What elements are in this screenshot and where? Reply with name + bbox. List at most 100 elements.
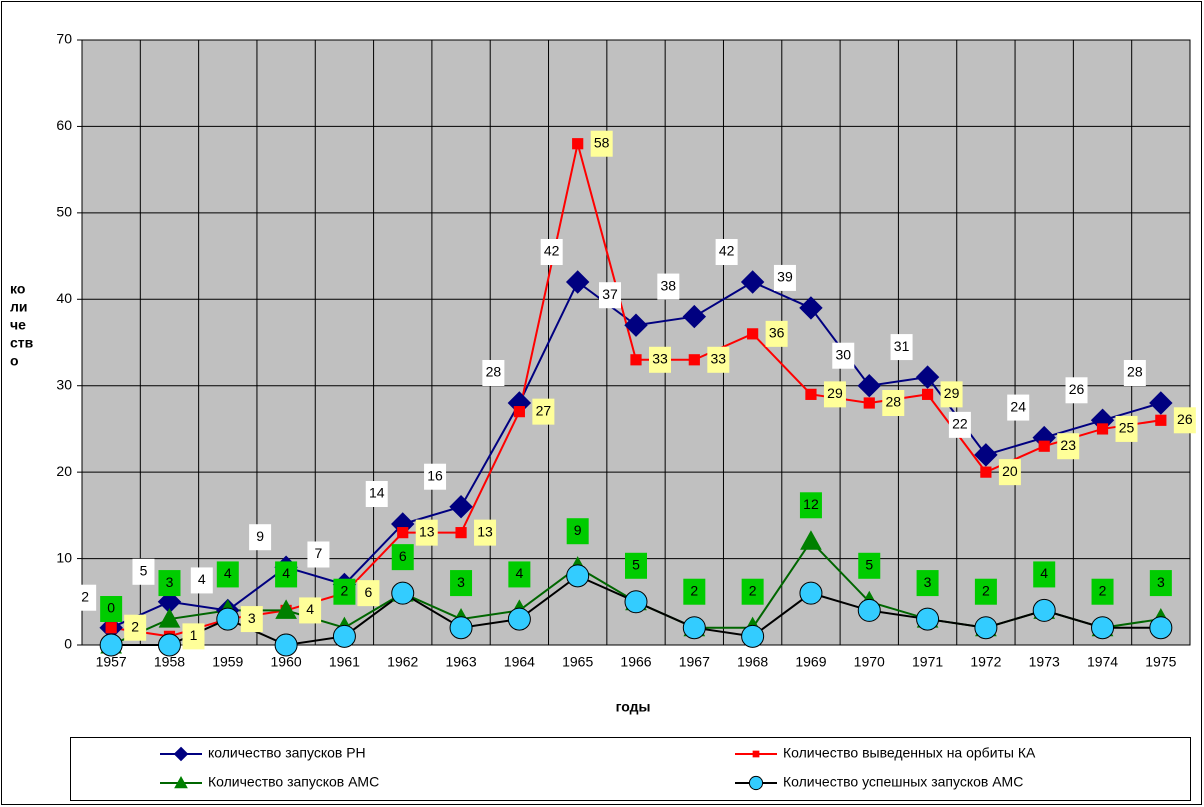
y-axis-label: че bbox=[10, 317, 26, 333]
marker bbox=[216, 607, 240, 631]
data-label-box bbox=[124, 614, 147, 641]
x-tick-label: 1960 bbox=[271, 654, 302, 670]
x-tick-label: 1961 bbox=[329, 654, 360, 670]
data-label: 23 bbox=[1060, 437, 1076, 453]
marker bbox=[1149, 616, 1173, 640]
marker bbox=[566, 564, 590, 588]
y-axis-label: ко bbox=[10, 281, 25, 297]
marker bbox=[274, 633, 298, 657]
data-label: 3 bbox=[1157, 574, 1165, 590]
data-label-box bbox=[599, 282, 621, 309]
x-tick-label: 1967 bbox=[679, 654, 710, 670]
marker bbox=[449, 495, 473, 519]
data-label-box bbox=[890, 334, 913, 361]
data-label: 14 bbox=[369, 485, 385, 501]
data-label: 5 bbox=[140, 562, 148, 578]
legend-box bbox=[70, 737, 1191, 801]
marker bbox=[857, 374, 881, 398]
x-tick-label: 1970 bbox=[854, 654, 885, 670]
data-label-box bbox=[707, 346, 730, 373]
marker bbox=[455, 527, 467, 539]
x-tick-label: 1972 bbox=[970, 654, 1001, 670]
marker bbox=[507, 607, 531, 631]
y-tick-label: 70 bbox=[56, 31, 72, 47]
data-label-box bbox=[1149, 570, 1172, 597]
data-label-box bbox=[182, 623, 205, 650]
marker bbox=[624, 590, 648, 614]
marker bbox=[688, 354, 700, 366]
data-label: 20 bbox=[1002, 463, 1018, 479]
data-label: 58 bbox=[594, 134, 610, 150]
data-label-box bbox=[1057, 433, 1080, 460]
data-label: 24 bbox=[1010, 398, 1026, 414]
data-label: 9 bbox=[256, 528, 264, 544]
y-axis-label: ли bbox=[10, 299, 28, 315]
data-label-box bbox=[998, 459, 1021, 486]
data-label: 28 bbox=[486, 364, 502, 380]
x-tick-label: 1958 bbox=[154, 654, 185, 670]
y-tick-label: 0 bbox=[64, 636, 72, 652]
data-label: 4 bbox=[515, 565, 523, 581]
data-label: 2 bbox=[81, 588, 89, 604]
data-label: 26 bbox=[1069, 381, 1085, 397]
data-label: 2 bbox=[982, 582, 990, 598]
data-label-box bbox=[832, 342, 855, 369]
data-label: 3 bbox=[457, 574, 465, 590]
marker bbox=[800, 530, 822, 550]
data-label: 38 bbox=[661, 277, 677, 293]
marker bbox=[275, 599, 297, 619]
data-label: 28 bbox=[885, 394, 901, 410]
data-label: 36 bbox=[769, 325, 785, 341]
marker bbox=[1038, 440, 1050, 452]
data-label: 4 bbox=[198, 571, 206, 587]
marker bbox=[630, 354, 642, 366]
data-label: 2 bbox=[749, 582, 757, 598]
data-label-box bbox=[450, 570, 473, 597]
marker bbox=[682, 304, 707, 329]
data-label: 42 bbox=[544, 243, 560, 259]
data-label-box bbox=[715, 239, 738, 265]
marker bbox=[1091, 616, 1115, 640]
data-label-box bbox=[948, 411, 971, 438]
data-label-box bbox=[299, 597, 322, 624]
marker bbox=[397, 527, 409, 539]
data-label: 16 bbox=[427, 467, 443, 483]
y-tick-label: 60 bbox=[56, 117, 72, 133]
data-label: 7 bbox=[315, 545, 323, 561]
data-label-box bbox=[1065, 377, 1088, 404]
marker bbox=[449, 616, 473, 640]
data-label: 9 bbox=[574, 522, 582, 538]
marker bbox=[805, 388, 817, 400]
data-label: 29 bbox=[944, 385, 960, 401]
data-label-box bbox=[532, 398, 555, 425]
data-label-box bbox=[307, 541, 330, 568]
marker bbox=[741, 624, 765, 648]
marker bbox=[1149, 391, 1173, 415]
marker bbox=[863, 397, 875, 409]
data-label-box bbox=[974, 578, 997, 605]
data-label: 25 bbox=[1119, 420, 1135, 436]
x-tick-label: 1959 bbox=[212, 654, 243, 670]
x-tick-label: 1963 bbox=[445, 654, 476, 670]
data-label: 4 bbox=[306, 601, 314, 617]
marker bbox=[624, 313, 648, 337]
marker bbox=[1032, 598, 1056, 622]
data-label: 33 bbox=[711, 350, 727, 366]
data-label: 6 bbox=[365, 584, 373, 600]
data-label-box bbox=[365, 481, 388, 507]
marker bbox=[565, 270, 590, 294]
data-label: 12 bbox=[803, 496, 819, 512]
marker bbox=[158, 608, 181, 628]
data-label: 5 bbox=[865, 556, 873, 572]
data-label: 4 bbox=[224, 565, 232, 581]
x-tick-label: 1969 bbox=[795, 654, 826, 670]
data-label: 0 bbox=[107, 600, 115, 616]
marker bbox=[391, 581, 415, 605]
data-label: 2 bbox=[341, 582, 349, 598]
marker bbox=[748, 775, 764, 791]
marker bbox=[682, 616, 706, 640]
data-label-box bbox=[540, 239, 563, 265]
data-label-box bbox=[823, 381, 846, 408]
data-label: 39 bbox=[777, 269, 793, 285]
y-axis-label: ств bbox=[10, 335, 34, 351]
